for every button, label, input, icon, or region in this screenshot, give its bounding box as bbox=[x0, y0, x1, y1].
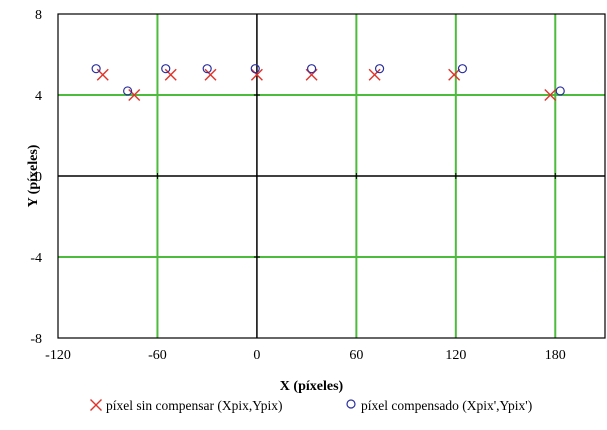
y-axis-title: Y (píxeles) bbox=[26, 144, 41, 207]
y-tick-label: -4 bbox=[30, 251, 42, 266]
x-tick-label: 0 bbox=[253, 348, 260, 363]
data-point-circle bbox=[202, 64, 212, 74]
data-point-x bbox=[164, 68, 177, 81]
data-point-circle bbox=[374, 64, 385, 74]
y-tick-label: 4 bbox=[35, 89, 42, 104]
data-series bbox=[91, 64, 565, 101]
tick-labels: -120 -60 0 60 120 180 -8 -4 0 4 8 bbox=[30, 8, 565, 363]
x-axis-title: X (píxeles) bbox=[280, 379, 344, 394]
x-tick-label: 60 bbox=[349, 348, 363, 363]
x-tick-label: 120 bbox=[445, 348, 466, 363]
series-compensated bbox=[91, 64, 565, 96]
data-point-x bbox=[544, 89, 557, 101]
legend-label-compensated: píxel compensado (Xpix',Ypix') bbox=[361, 398, 532, 413]
x-tick-label: 180 bbox=[545, 348, 566, 363]
data-point-circle bbox=[307, 64, 317, 74]
y-tick-label: 8 bbox=[35, 8, 42, 23]
y-tick-label: -8 bbox=[30, 332, 42, 347]
legend: píxel sin compensar (Xpix,Ypix) píxel com… bbox=[90, 398, 532, 413]
data-point-circle bbox=[123, 86, 133, 96]
data-point-circle bbox=[250, 64, 260, 74]
data-point-x bbox=[204, 68, 217, 81]
legend-marker-compensated bbox=[346, 399, 356, 409]
data-point-x bbox=[250, 68, 263, 81]
x-tick-label: -120 bbox=[45, 348, 71, 363]
y-tick-label: 0 bbox=[35, 170, 42, 185]
x-tick-label: -60 bbox=[148, 348, 167, 363]
data-point-x bbox=[368, 68, 381, 81]
data-point-circle bbox=[555, 86, 565, 96]
data-point-circle bbox=[91, 64, 101, 74]
data-point-circle bbox=[161, 64, 171, 74]
data-point-circle bbox=[457, 64, 468, 74]
legend-marker-uncompensated bbox=[90, 399, 102, 411]
legend-label-uncompensated: píxel sin compensar (Xpix,Ypix) bbox=[106, 398, 282, 413]
zero-axes bbox=[57, 13, 605, 339]
plot-frame bbox=[57, 13, 606, 339]
data-point-x bbox=[448, 68, 461, 81]
data-point-x bbox=[128, 89, 141, 101]
